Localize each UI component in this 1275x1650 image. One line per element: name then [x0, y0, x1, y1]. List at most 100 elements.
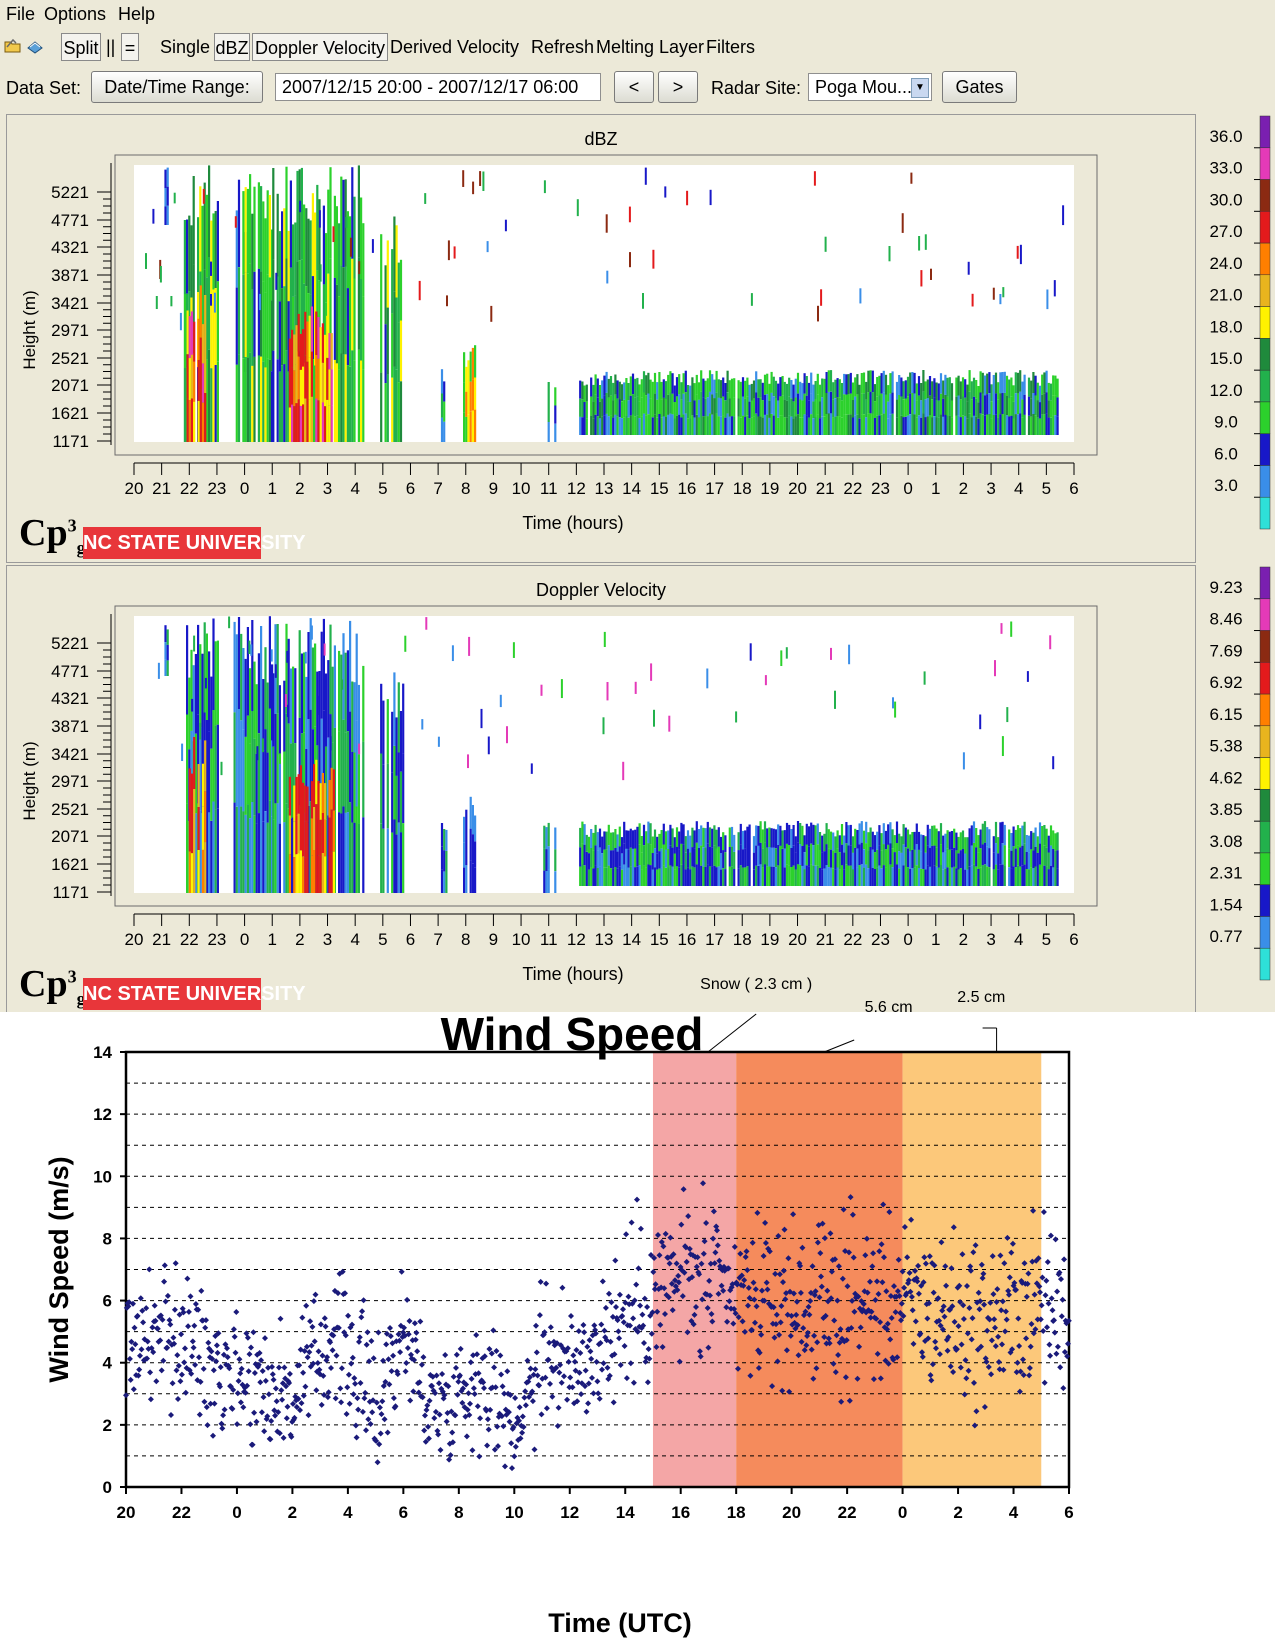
radar-return-line [609, 376, 613, 396]
radar-return-line [186, 219, 189, 294]
data-point [306, 1349, 313, 1356]
data-point [197, 1378, 204, 1385]
radar-return-line [183, 220, 186, 294]
dbz-panel-title: dBZ [584, 129, 618, 149]
colorbar-swatch [1259, 566, 1271, 600]
data-point [976, 1306, 983, 1313]
radar-return-line [788, 377, 791, 397]
radar-return-line [928, 866, 932, 886]
radar-return-line [264, 647, 267, 730]
data-point [960, 1316, 967, 1322]
menu-file[interactable]: File [6, 4, 36, 24]
radar-return-line [636, 416, 639, 435]
data-point [640, 1322, 647, 1329]
radar-return-line [876, 415, 879, 435]
derived-velocity-button[interactable]: Derived Velocity [390, 37, 520, 57]
data-point [153, 1378, 160, 1385]
radar-return-line [297, 313, 300, 357]
melting-layer-button[interactable]: Melting Layer [596, 37, 705, 57]
radar-return-line [939, 373, 943, 394]
radar-return-line [748, 824, 751, 845]
radar-return-line [867, 370, 870, 393]
doppler-velocity-button[interactable]: Doppler Velocity [252, 33, 388, 61]
radar-return-line [625, 848, 628, 868]
radar-return-line [190, 773, 194, 814]
filters-button[interactable]: Filters [706, 37, 755, 57]
dbz-button[interactable]: dBZ [214, 33, 250, 61]
data-point [850, 1254, 857, 1261]
data-point [792, 1325, 799, 1332]
radar-return-line [440, 393, 444, 418]
chevron-down-icon[interactable]: ▼ [911, 78, 929, 98]
radar-return-line [858, 384, 861, 402]
book-icon[interactable] [26, 38, 44, 54]
radar-return-line [763, 821, 767, 843]
colorbar-label: 6.15 [1209, 705, 1242, 724]
radar-return-line [922, 370, 925, 392]
radar-return-line [594, 374, 597, 395]
data-point [842, 1374, 849, 1381]
data-point [310, 1298, 317, 1305]
radar-return-line [946, 377, 949, 397]
radar-return-line [711, 374, 714, 395]
radar-return-line [204, 842, 207, 893]
radar-return-line [684, 869, 687, 886]
open-folder-icon[interactable] [4, 38, 22, 54]
data-point [811, 1332, 818, 1339]
radar-return-line [344, 354, 347, 442]
radar-site-select[interactable]: Poga Mou... ▼ [808, 73, 932, 101]
radar-return-line [320, 631, 323, 719]
data-point [884, 1326, 891, 1333]
data-point [909, 1307, 916, 1314]
x-tick-label: 10 [505, 1503, 524, 1522]
date-time-range-field[interactable]: 2007/12/15 20:00 - 2007/12/17 06:00 [275, 73, 601, 101]
radar-return-line [794, 836, 797, 853]
radar-return-line [399, 259, 403, 321]
radar-return-line [785, 647, 788, 659]
data-point [836, 1339, 843, 1346]
data-point [351, 1375, 358, 1382]
radar-return-line [554, 405, 557, 424]
radar-return-line [1023, 394, 1026, 415]
single-button[interactable]: Single [160, 37, 211, 57]
radar-return-line [1032, 832, 1035, 851]
radar-return-line [266, 822, 269, 893]
radar-return-line [240, 633, 243, 721]
radar-return-line [895, 381, 899, 400]
data-point [630, 1315, 637, 1322]
menu-help[interactable]: Help [118, 4, 156, 24]
data-point [675, 1279, 682, 1286]
date-time-range-button[interactable]: Date/Time Range: [91, 71, 263, 103]
data-point [855, 1293, 862, 1300]
data-point [800, 1325, 807, 1332]
refresh-button[interactable]: Refresh [531, 37, 595, 57]
radar-return-line [900, 869, 903, 886]
data-point [404, 1296, 411, 1303]
data-point [869, 1263, 876, 1270]
radar-return-line [294, 295, 297, 369]
radar-return-line [620, 401, 624, 419]
data-point [547, 1380, 553, 1387]
radar-return-line [346, 288, 349, 365]
radar-return-line [997, 869, 1000, 886]
next-button[interactable]: > [658, 71, 698, 103]
radar-return-line [216, 808, 219, 893]
radar-return-line [823, 833, 826, 852]
data-point [879, 1279, 886, 1286]
radar-return-line [319, 264, 322, 282]
radar-return-line [1052, 415, 1055, 435]
prev-button[interactable]: < [614, 71, 654, 103]
menu-options[interactable]: Options [44, 4, 107, 24]
split-button[interactable]: Split [61, 33, 101, 61]
radar-return-line [607, 865, 610, 886]
gates-button[interactable]: Gates [942, 71, 1017, 103]
radar-return-line [920, 400, 923, 418]
data-point [826, 1340, 833, 1347]
pause-button[interactable]: || [106, 37, 116, 57]
radar-return-line [719, 398, 723, 417]
radar-return-line [697, 382, 701, 400]
equal-button[interactable]: = [121, 33, 139, 61]
radar-return-line [967, 261, 970, 275]
radar-return-line [917, 376, 921, 396]
data-point [398, 1268, 405, 1275]
